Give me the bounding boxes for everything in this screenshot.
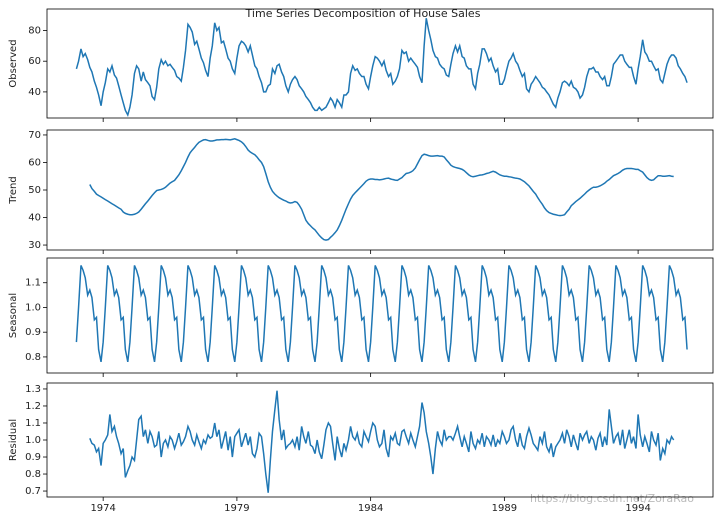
y-tick-label: 60 <box>28 56 41 67</box>
y-tick-label: 50 <box>28 185 41 196</box>
y-axis-label: Observed <box>8 39 19 87</box>
x-tick-label: 1974 <box>90 503 115 514</box>
y-tick-label: 0.8 <box>25 469 41 480</box>
y-tick-label: 40 <box>28 87 41 98</box>
y-tick-label: 70 <box>28 130 41 141</box>
y-tick-label: 1.0 <box>25 435 41 446</box>
y-axis-label: Residual <box>8 419 19 461</box>
axes-frame <box>46 129 714 251</box>
series-line <box>89 390 675 493</box>
y-tick-label: 1.0 <box>25 302 41 313</box>
y-tick-label: 1.3 <box>25 384 41 395</box>
y-axis-label: Trend <box>8 176 19 204</box>
series-line <box>75 265 688 363</box>
y-tick-label: 30 <box>28 240 41 251</box>
y-tick-label: 0.7 <box>25 486 41 497</box>
y-tick-label: 0.8 <box>25 352 41 363</box>
series-line <box>75 18 688 117</box>
x-tick-label: 1984 <box>358 503 383 514</box>
axes-frame <box>46 257 714 374</box>
y-tick-label: 0.9 <box>25 452 41 463</box>
y-tick-label: 80 <box>28 25 41 36</box>
series-line <box>89 138 674 241</box>
watermark: https://blog.csdn.net/ZoraRao <box>530 492 694 505</box>
x-tick-label: 1979 <box>224 503 249 514</box>
y-tick-label: 1.1 <box>25 278 41 289</box>
y-tick-label: 1.1 <box>25 418 41 429</box>
y-axis-label: Seasonal <box>8 293 19 338</box>
axes-frame <box>46 8 714 119</box>
chart-title: Time Series Decomposition of House Sales <box>245 7 481 20</box>
y-tick-label: 40 <box>28 213 41 224</box>
x-tick-label: 1989 <box>492 503 517 514</box>
y-tick-label: 0.9 <box>25 327 41 338</box>
y-tick-label: 60 <box>28 157 41 168</box>
y-tick-label: 1.2 <box>25 401 41 412</box>
x-tick-label: 1994 <box>625 503 650 514</box>
